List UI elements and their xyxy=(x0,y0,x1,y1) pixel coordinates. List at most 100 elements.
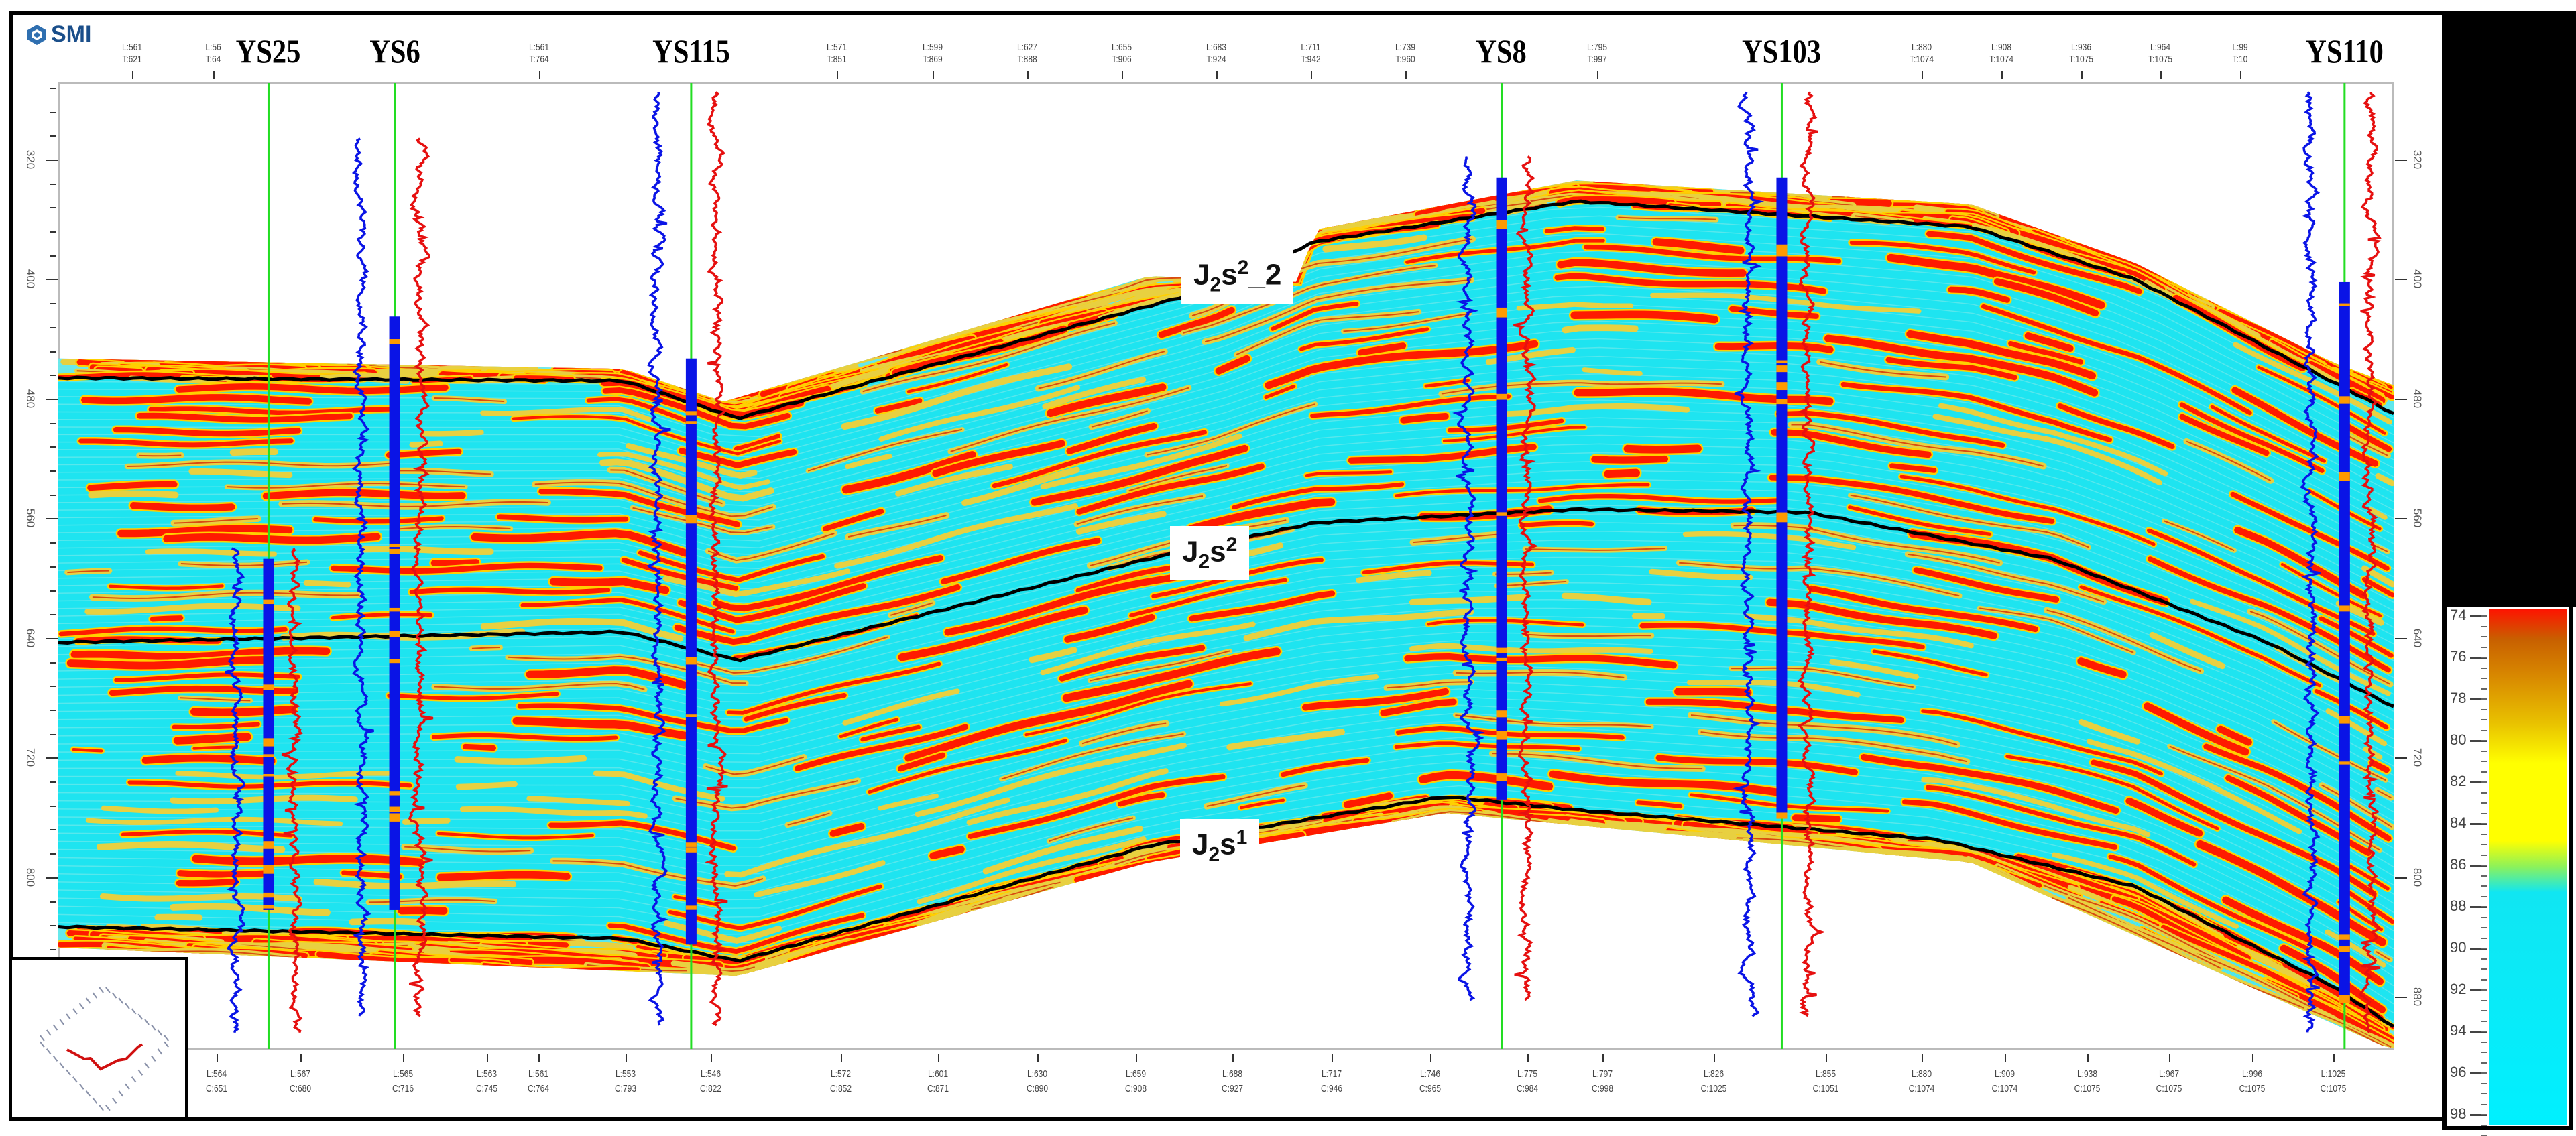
seismic-event xyxy=(180,882,236,883)
colorbar-tick-label: 98 xyxy=(2450,1105,2470,1123)
colorbar-minor-tick xyxy=(2481,668,2487,669)
crossline-label: C:822 xyxy=(700,1082,721,1096)
section-line-track xyxy=(67,1044,142,1069)
minimap-trace-mark xyxy=(158,1049,162,1054)
bottom-axis-tick xyxy=(1714,1054,1715,1062)
seismic-event-halo xyxy=(459,784,515,787)
inline-label: L:1025 xyxy=(2321,1067,2347,1082)
inline-label: L:717 xyxy=(1321,1067,1342,1082)
top-axis-tick xyxy=(1027,71,1029,79)
minimap-trace-mark xyxy=(86,1091,91,1096)
trace-label: T:1075 xyxy=(2148,54,2172,66)
minimap-trace-mark xyxy=(145,1019,149,1025)
colorbar-tick-label: 96 xyxy=(2450,1064,2470,1081)
left-depth-minor-tick xyxy=(50,662,56,664)
crossline-label: C:965 xyxy=(1419,1082,1441,1096)
seismic-event xyxy=(196,859,420,862)
inline-label: L:908 xyxy=(1989,42,2013,54)
left-depth-minor-tick xyxy=(50,614,56,615)
colorbar-minor-tick xyxy=(2481,1031,2487,1032)
minimap-trace-mark xyxy=(40,1042,44,1047)
minimap-trace-mark xyxy=(113,993,117,998)
well-lithology-mark xyxy=(263,865,274,874)
well-label: YS25 xyxy=(234,32,304,70)
well-lithology-mark xyxy=(263,600,274,604)
seismic-event xyxy=(1594,459,1664,460)
minimap-trace-mark xyxy=(66,1070,70,1075)
colorbar-tick-label: 90 xyxy=(2450,939,2470,956)
seismic-event xyxy=(434,562,477,563)
trace-label: T:906 xyxy=(1112,54,1132,66)
left-depth-minor-tick xyxy=(50,423,56,424)
seismic-event-halo xyxy=(158,917,200,918)
inline-label: L:795 xyxy=(1587,42,1607,54)
inline-label: L:564 xyxy=(206,1067,227,1082)
seismic-event-halo xyxy=(425,432,481,434)
colorbar-minor-tick xyxy=(2481,792,2487,794)
well-lithology-mark xyxy=(1496,773,1507,781)
location-minimap[interactable] xyxy=(9,957,188,1121)
right-depth-tick xyxy=(2395,757,2407,759)
inline-label: L:746 xyxy=(1419,1067,1441,1082)
well-lithology-mark xyxy=(390,807,400,812)
well-lithology-bar xyxy=(686,359,697,945)
minimap-trace-mark xyxy=(164,1035,168,1041)
inline-label: L:936 xyxy=(2069,42,2093,54)
seismic-event xyxy=(194,747,236,749)
right-depth-tick-label: 320 xyxy=(2410,150,2424,169)
left-depth-minor-tick xyxy=(50,949,56,950)
inline-label: L:630 xyxy=(1027,1067,1048,1082)
minimap-trace-mark xyxy=(47,1030,51,1035)
well-lithology-bar xyxy=(263,559,274,910)
left-depth-minor-tick xyxy=(50,184,56,185)
minimap-trace-mark xyxy=(93,993,97,998)
colorbar-minor-tick xyxy=(2481,698,2487,700)
minimap-trace-mark xyxy=(132,1009,136,1014)
seismic-event xyxy=(133,505,231,508)
colorbar-tick-label: 84 xyxy=(2450,814,2470,832)
seismic-event xyxy=(179,387,445,391)
left-depth-minor-tick xyxy=(50,470,56,472)
trace-label: T:621 xyxy=(122,54,142,66)
left-depth-minor-tick xyxy=(50,518,56,519)
left-depth-minor-tick xyxy=(50,710,56,711)
inline-label: L:739 xyxy=(1395,42,1415,54)
colorbar-tick-label: 80 xyxy=(2450,731,2470,749)
left-depth-minor-tick xyxy=(50,231,56,233)
colorbar-minor-tick xyxy=(2481,896,2487,897)
colorbar-minor-tick xyxy=(2481,989,2487,991)
well-lithology-mark xyxy=(390,544,400,547)
colorbar-tick-label: 86 xyxy=(2450,856,2470,873)
top-axis-tick xyxy=(539,71,540,79)
well-lithology-mark xyxy=(1776,245,1787,251)
well-lithology-mark xyxy=(263,738,274,746)
horizon-label-sub: 2 xyxy=(1208,843,1220,865)
horizon-label: J2s1 xyxy=(1180,819,1259,873)
inline-label: L:826 xyxy=(1701,1067,1727,1082)
minimap-trace-mark xyxy=(73,1009,77,1014)
colorbar-tick-label: 94 xyxy=(2450,1022,2470,1039)
seismic-event xyxy=(1718,346,1830,350)
crossline-label: C:927 xyxy=(1222,1082,1243,1096)
right-depth-tick-label: 400 xyxy=(2410,269,2424,288)
trace-label: T:10 xyxy=(2232,54,2247,66)
well-lithology-mark xyxy=(1496,658,1507,661)
well-label: YS8 xyxy=(1474,32,1529,70)
colorbar-minor-tick xyxy=(2481,615,2487,617)
top-axis-tick xyxy=(1597,71,1598,79)
left-depth-minor-tick xyxy=(50,877,56,879)
bottom-axis-tick xyxy=(2087,1054,2089,1062)
